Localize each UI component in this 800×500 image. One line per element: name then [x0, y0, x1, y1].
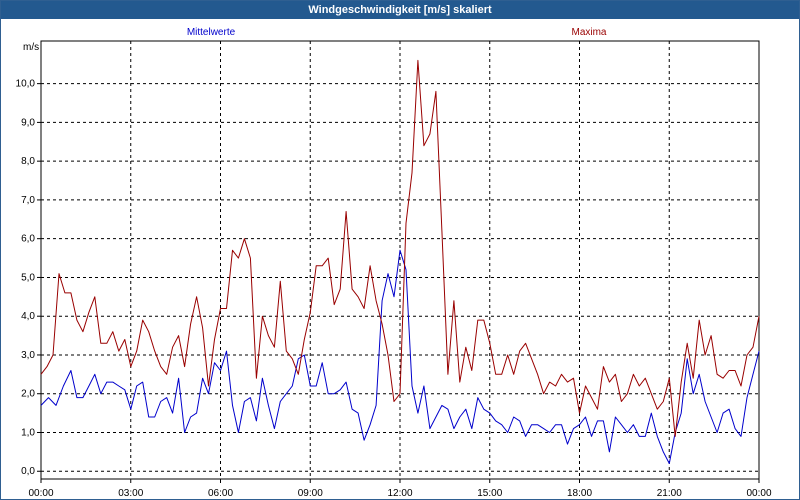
legend-entry-mittelwerte: Mittelwerte	[187, 27, 236, 38]
y-tick-label: 2,0	[21, 389, 35, 400]
legend-entry-maxima: Maxima	[571, 27, 606, 38]
series-line-maxima	[40, 59, 760, 437]
window-title: Windgeschwindigkeit [m/s] skaliert	[1, 1, 799, 19]
y-tick-label: 8,0	[21, 156, 35, 167]
x-tick-label-time: 12:00	[387, 488, 412, 499]
wind-speed-chart: 0,0 1,0 2,0 3,0 4,0 5,0 6,0 7,0 8,0 9,0 10,0 00:00…	[16, 27, 772, 499]
series-lines	[40, 59, 760, 464]
grid-lines	[41, 41, 759, 479]
y-tick-label: 7,0	[21, 195, 35, 206]
y-tick-label: 10,0	[16, 79, 36, 90]
y-tick-label: 5,0	[21, 272, 35, 283]
y-tick-label: 4,0	[21, 311, 35, 322]
y-tick-label: 0,0	[21, 466, 35, 477]
y-tick-label: 6,0	[21, 234, 35, 245]
x-tick-label-time: 09:00	[298, 488, 323, 499]
x-axis: 00:0024.07.2103:0024.07.2106:0024.07.210…	[28, 479, 772, 499]
series-line-mittelwerte	[40, 249, 760, 464]
x-tick-label-time: 00:00	[746, 488, 771, 499]
y-axis: 0,0 1,0 2,0 3,0 4,0 5,0 6,0 7,0 8,0 9,0 10,0	[16, 79, 41, 477]
x-tick-label-time: 03:00	[118, 488, 143, 499]
y-axis-unit-label: m/s	[23, 42, 39, 53]
x-tick-label-time: 06:00	[208, 488, 233, 499]
y-tick-label: 1,0	[21, 427, 35, 438]
x-tick-label-time: 18:00	[567, 488, 592, 499]
x-tick-label-time: 15:00	[477, 488, 502, 499]
y-tick-label: 9,0	[21, 117, 35, 128]
y-tick-label: 3,0	[21, 350, 35, 361]
x-tick-label-time: 00:00	[28, 488, 53, 499]
x-tick-label-time: 21:00	[657, 488, 682, 499]
